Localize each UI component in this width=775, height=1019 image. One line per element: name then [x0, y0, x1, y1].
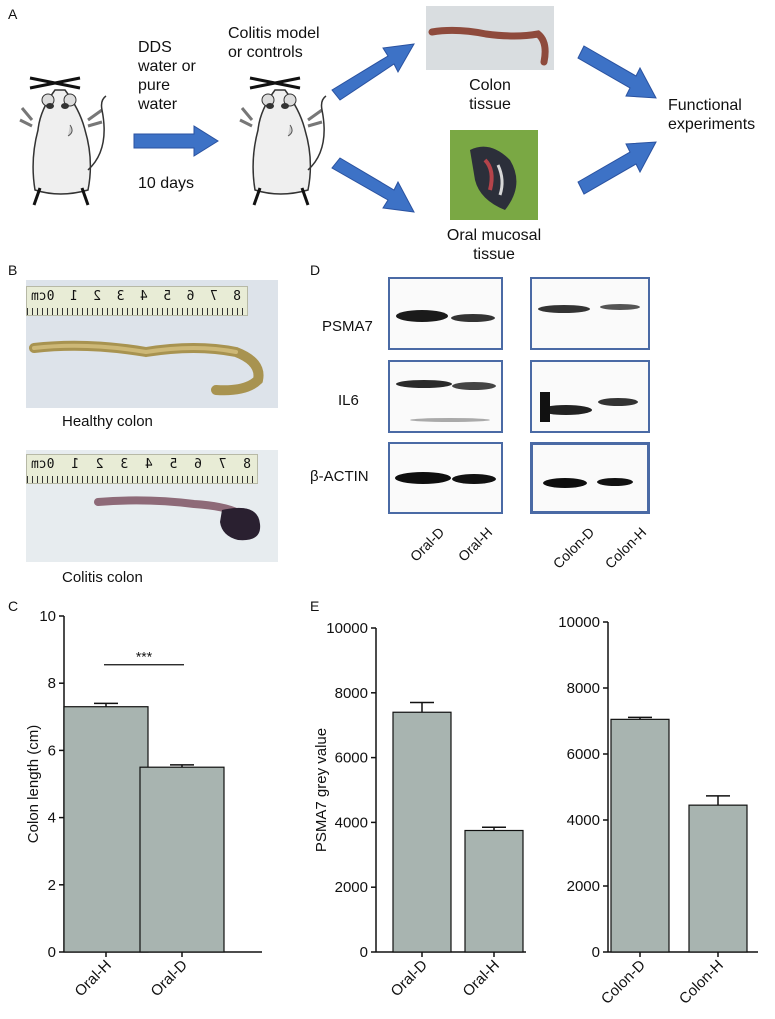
- mouse-illustration-1: [19, 76, 107, 206]
- oral-mucosal-tissue-photo: [450, 130, 538, 220]
- chart-colon-length: 0 2 4 6 8 10 Colon length (cm) Oral-H Oral-D ***: [25, 608, 262, 1000]
- y-tick-label: 4000: [567, 812, 600, 829]
- y-tick-label: 8000: [567, 680, 600, 697]
- y-tick-label: 10: [39, 608, 56, 625]
- lane-label-oral-h: Oral-H: [454, 524, 496, 565]
- y-tick-label: 8: [48, 675, 56, 692]
- oral-tissue-caption: Oral mucosal tissue: [446, 227, 542, 263]
- y-tick-label: 2: [48, 877, 56, 894]
- functional-experiments-text: Functional experiments: [668, 97, 756, 133]
- lane-label-oral-d: Oral-D: [406, 524, 448, 565]
- bar-oral-d: [139, 766, 225, 953]
- y-tick-label: 6: [48, 742, 56, 759]
- arrow-down-right-icon: [331, 157, 415, 213]
- significance-marker: ***: [136, 649, 153, 665]
- y-tick-label: 8000: [335, 685, 368, 702]
- y-axis-label: Colon length (cm): [25, 725, 42, 843]
- y-tick-label: 10000: [558, 614, 600, 631]
- x-tick-label: Oral-H: [460, 957, 503, 1000]
- x-tick-label: Oral-D: [388, 957, 431, 1000]
- chart-psma7-colon: 0 2000 4000 6000 8000 10000 Colon-D Colon-H: [558, 614, 758, 1008]
- bar-colon-h: [688, 804, 748, 953]
- chart-psma7-oral: 0 2000 4000 6000 8000 10000 PSMA7 grey value Or…: [313, 620, 526, 1000]
- arrow-right-icon: [133, 125, 219, 157]
- arrow-up-right-icon-2: [577, 141, 657, 195]
- y-tick-label: 2000: [567, 878, 600, 895]
- colitis-colon-photo: 8 7 6 5 4 3 2 1 0cm: [26, 450, 278, 562]
- x-tick-label: Colon-H: [676, 957, 727, 1008]
- y-tick-label: 4: [48, 810, 56, 827]
- blot-oral-il6: [388, 360, 503, 433]
- schema-duration: 10 days: [138, 175, 195, 192]
- lane-label-colon-d: Colon-D: [549, 524, 598, 572]
- bar-oral-h: [464, 829, 524, 953]
- blot-oral-psma7: [388, 277, 503, 350]
- mouse-illustration-2: [239, 76, 327, 206]
- bar-colon-d: [610, 718, 670, 953]
- blot-colon-actin: [530, 442, 650, 514]
- y-tick-label: 6000: [335, 750, 368, 767]
- colitis-colon-caption: Colitis colon: [62, 569, 143, 586]
- blot-oral-actin: [388, 442, 503, 514]
- panel-label-c: C: [8, 598, 19, 614]
- ruler: 8 7 6 5 4 3 2 1 0cm: [26, 286, 248, 316]
- healthy-colon-photo: 8 7 6 5 4 3 2 1 0cm: [26, 280, 278, 408]
- panel-label-e: E: [310, 598, 320, 614]
- y-tick-label: 0: [48, 944, 56, 961]
- y-axis-label: PSMA7 grey value: [313, 728, 330, 852]
- bar-oral-h: [63, 706, 149, 953]
- y-tick-label: 10000: [326, 620, 368, 637]
- blot-row-label-actin: β-ACTIN: [310, 468, 369, 485]
- x-tick-label: Oral-H: [72, 957, 115, 1000]
- schema-step2-text: Colitis model or controls: [228, 25, 320, 61]
- y-tick-label: 0: [360, 944, 368, 961]
- blot-colon-il6: [530, 360, 650, 433]
- x-tick-label: Oral-D: [148, 957, 191, 1000]
- colon-tissue-caption: Colon tissue: [469, 77, 511, 113]
- blot-colon-psma7: [530, 277, 650, 350]
- arrow-down-right-icon-2: [577, 45, 657, 99]
- panel-label-d: D: [310, 262, 321, 278]
- panel-label-b: B: [8, 262, 18, 278]
- y-tick-label: 6000: [567, 746, 600, 763]
- ruler-2: 8 7 6 5 4 3 2 1 0cm: [26, 454, 258, 484]
- colon-tissue-photo: [426, 6, 554, 70]
- lane-label-colon-h: Colon-H: [601, 524, 650, 572]
- healthy-colon-caption: Healthy colon: [62, 413, 153, 430]
- y-tick-label: 0: [592, 944, 600, 961]
- y-tick-label: 4000: [335, 814, 368, 831]
- arrow-up-right-icon: [331, 43, 415, 101]
- blot-row-label-il6: IL6: [338, 392, 359, 409]
- panel-label-a: A: [8, 6, 18, 22]
- blot-row-label-psma7: PSMA7: [322, 318, 373, 335]
- bar-oral-d: [392, 711, 452, 953]
- x-tick-label: Colon-D: [598, 957, 649, 1008]
- schema-step1-text: DDS water or pure water: [138, 39, 196, 113]
- y-tick-label: 2000: [335, 879, 368, 896]
